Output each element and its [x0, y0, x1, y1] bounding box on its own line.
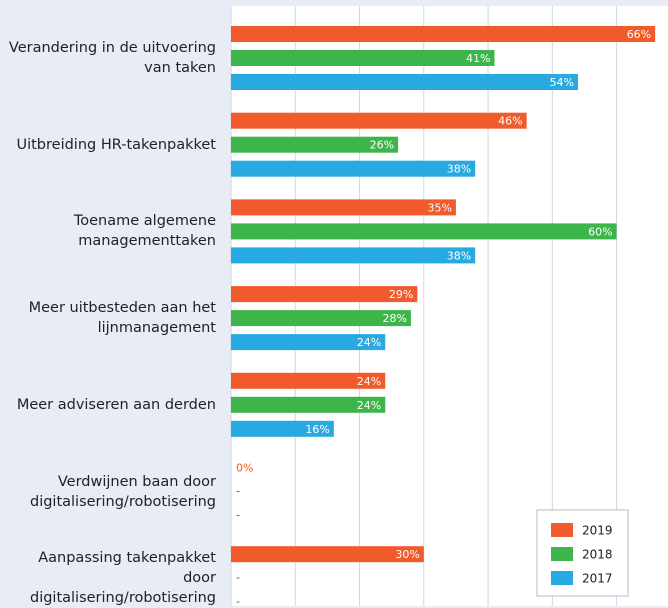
bar: [231, 136, 399, 153]
bar: [231, 396, 386, 413]
value-label: 66%: [627, 28, 651, 41]
value-label: 26%: [370, 139, 394, 152]
bar: [231, 420, 334, 437]
value-label: 24%: [357, 336, 381, 349]
legend-swatch: [551, 523, 573, 537]
category-label: Meer uitbesteden aan het lijnmanagement: [28, 300, 216, 337]
bar: [231, 546, 424, 563]
value-label: -: [236, 509, 240, 522]
value-label: 38%: [447, 249, 471, 262]
value-label: 60%: [588, 225, 612, 238]
value-label: -: [236, 571, 240, 584]
bar: [231, 26, 656, 42]
value-label: 35%: [427, 201, 451, 214]
category-label: Verdwijnen baan door digitalisering/robo…: [29, 473, 216, 510]
bar: [231, 160, 476, 177]
value-label: 0%: [236, 462, 253, 475]
value-label: 29%: [389, 288, 413, 301]
legend-swatch: [551, 547, 573, 561]
value-label: 24%: [357, 375, 381, 388]
category-label: Aanpassing takenpakket door digitaliseri…: [29, 550, 216, 607]
bar: [231, 247, 476, 264]
value-label: 41%: [466, 52, 490, 65]
value-label: 54%: [550, 76, 574, 89]
category-label: Uitbreiding HR-takenpakket: [16, 136, 216, 153]
legend-label: 2019: [582, 524, 613, 538]
bar: [231, 112, 527, 129]
value-label: 24%: [357, 399, 381, 412]
legend-label: 2017: [582, 572, 613, 586]
bar: [231, 50, 495, 66]
category-label: Toename algemene managementtaken: [73, 213, 216, 250]
legend-label: 2018: [582, 548, 613, 562]
value-label: 38%: [447, 163, 471, 176]
bar: [231, 286, 418, 303]
bar: [231, 74, 579, 90]
value-label: 30%: [395, 548, 419, 561]
bar: [231, 310, 411, 327]
value-label: -: [236, 485, 240, 498]
bar: [231, 199, 456, 216]
bar: [231, 223, 617, 240]
value-label: 46%: [498, 115, 522, 128]
value-label: -: [236, 595, 240, 606]
category-label: Verandering in de uitvoering van taken: [8, 40, 216, 76]
value-label: 16%: [305, 423, 329, 436]
category-label: Meer adviseren aan derden: [16, 396, 216, 413]
plot-area: [231, 6, 668, 606]
legend-swatch: [551, 571, 573, 585]
bar: [231, 334, 386, 351]
value-label: 28%: [382, 312, 406, 325]
bar: [231, 372, 386, 389]
